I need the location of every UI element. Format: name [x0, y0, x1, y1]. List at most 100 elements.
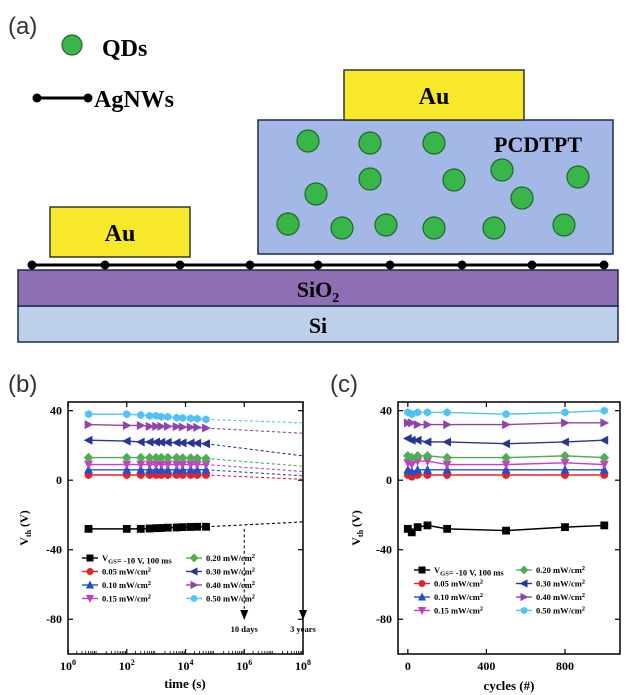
- data-point-square: [193, 522, 202, 531]
- legend-label: 0.15 mW/cm2: [102, 594, 151, 604]
- data-point-hexagon: [157, 412, 165, 421]
- agnw-junctions: [27, 260, 609, 270]
- panel-c-x-axis-label: cycles (#): [484, 678, 535, 693]
- series-6: [403, 418, 610, 430]
- panel-c-axis-ticks: 400-40-800 400 800: [376, 402, 620, 673]
- quantum-dot: [304, 182, 328, 206]
- data-point-triangle-up: [186, 464, 196, 474]
- data-point-circle: [86, 567, 94, 575]
- extrapolation-line: [206, 521, 304, 528]
- data-point-square: [418, 566, 426, 574]
- data-point-triangle-down: [85, 594, 95, 603]
- annotation-label: 10 days: [231, 624, 259, 634]
- data-point-triangle-right: [136, 420, 146, 430]
- legend-entry: 0.40 mW/cm2: [186, 580, 255, 590]
- data-point-triangle-left: [560, 437, 569, 447]
- quantum-dot: [422, 131, 446, 155]
- data-point-triangle-left: [162, 437, 172, 447]
- panel-c-chart: (c) 400-40-800 400 800 VGS= -10 V, 100 ms 0…: [330, 371, 621, 693]
- data-point-triangle-right: [502, 420, 511, 430]
- legend-entry: VGS= -10 V, 100 ms: [414, 565, 504, 578]
- data-point-triangle-up: [442, 464, 452, 474]
- data-point-diamond: [162, 452, 173, 463]
- data-point-triangle-right: [520, 592, 529, 602]
- series-3: [403, 457, 609, 470]
- y-tick-label: -40: [376, 543, 392, 557]
- data-point-triangle-up: [422, 464, 432, 474]
- panel-b-axis-ticks: 40 0 -40 -80 100 102 104 106 108: [46, 402, 311, 673]
- legend-label: 0.50 mW/cm2: [206, 594, 255, 604]
- data-point-triangle-left: [442, 437, 452, 447]
- data-point-triangle-right: [122, 420, 132, 430]
- data-point-triangle-right: [407, 418, 417, 428]
- data-point-hexagon: [179, 413, 187, 423]
- series-0: [84, 521, 304, 533]
- panel-c-series: [402, 406, 610, 537]
- data-point-square: [178, 523, 187, 532]
- series-2: [403, 464, 609, 476]
- panel-b-legend: VGS= -10 V, 100 ms 0.20 mW/cm2 0.05 mW/cm2…: [82, 553, 255, 604]
- legend-label: 0.20 mW/cm2: [536, 565, 585, 575]
- data-point-triangle-up: [417, 592, 427, 601]
- data-point-hexagon: [561, 408, 569, 417]
- legend-entry: 0.10 mW/cm2: [82, 580, 151, 590]
- data-point-triangle-right: [186, 422, 196, 432]
- annotation-arrow: 10 days: [231, 528, 259, 634]
- panel-b-x-axis-label: time (s): [164, 676, 206, 691]
- series-0: [403, 521, 609, 537]
- panel-b-series: [83, 410, 304, 533]
- y-tick-label: -40: [46, 543, 62, 557]
- data-point-triangle-right: [84, 420, 94, 430]
- agnw-legend-icon: [32, 93, 93, 103]
- data-point-triangle-left: [189, 567, 198, 576]
- data-point-diamond: [121, 452, 132, 463]
- y-tick-label: 40: [380, 404, 392, 418]
- data-point-diamond: [201, 453, 211, 464]
- legend-label: 0.10 mW/cm2: [434, 592, 483, 602]
- x-tick-label: 800: [556, 659, 574, 673]
- panel-a-label: (a): [8, 13, 37, 40]
- x-tick-label: 102: [119, 658, 135, 673]
- data-point-diamond: [135, 452, 146, 463]
- data-point-diamond: [185, 453, 196, 463]
- agnw-legend-label: AgNWs: [94, 87, 174, 113]
- legend-label: 0.50 mW/cm2: [536, 606, 585, 616]
- data-point-hexagon: [443, 408, 451, 417]
- extrapolation-line: [206, 474, 304, 480]
- x-tick-label: 400: [477, 659, 495, 673]
- legend-entry: 0.15 mW/cm2: [82, 594, 151, 604]
- qd-legend-label: QDs: [102, 36, 147, 62]
- legend-label: 0.05 mW/cm2: [434, 579, 483, 589]
- data-point-triangle-left: [519, 579, 528, 588]
- quantum-dot: [374, 213, 398, 237]
- data-point-triangle-right: [178, 422, 188, 432]
- series-7: [84, 410, 304, 424]
- data-point-triangle-up: [560, 464, 570, 474]
- y-tick-label: -80: [46, 612, 62, 626]
- panel-c-label: (c): [330, 371, 358, 398]
- data-point-triangle-right: [157, 421, 167, 431]
- left-au-electrode: [49, 206, 191, 258]
- data-point-diamond: [156, 452, 167, 463]
- extrapolation-line: [206, 418, 304, 424]
- data-point-square: [186, 523, 195, 531]
- data-point-square: [502, 526, 510, 535]
- panel-b-y-axis-label: Vth (V): [17, 510, 33, 545]
- data-point-square: [122, 524, 131, 533]
- legend-entry: 0.50 mW/cm2: [516, 606, 585, 616]
- data-point-hexagon: [187, 414, 195, 423]
- legend-entry: 0.10 mW/cm2: [414, 592, 483, 602]
- agnw-junction: [457, 260, 467, 270]
- data-point-triangle-left: [192, 438, 202, 448]
- data-point-hexagon: [137, 410, 145, 420]
- data-point-square: [136, 524, 145, 533]
- data-point-triangle-up: [501, 464, 511, 474]
- x-tick-label: 100: [60, 658, 76, 673]
- quantum-dot: [566, 165, 590, 189]
- data-point-triangle-left: [121, 436, 131, 446]
- data-point-triangle-left: [599, 435, 609, 445]
- panel-a-device-schematic: (a) QDs AgNWs SiO2 Si PCDTPT Au Au: [8, 13, 619, 343]
- agnw-junction: [27, 260, 37, 270]
- annotation-label: 3 years: [290, 624, 316, 634]
- data-point-hexagon: [414, 408, 422, 417]
